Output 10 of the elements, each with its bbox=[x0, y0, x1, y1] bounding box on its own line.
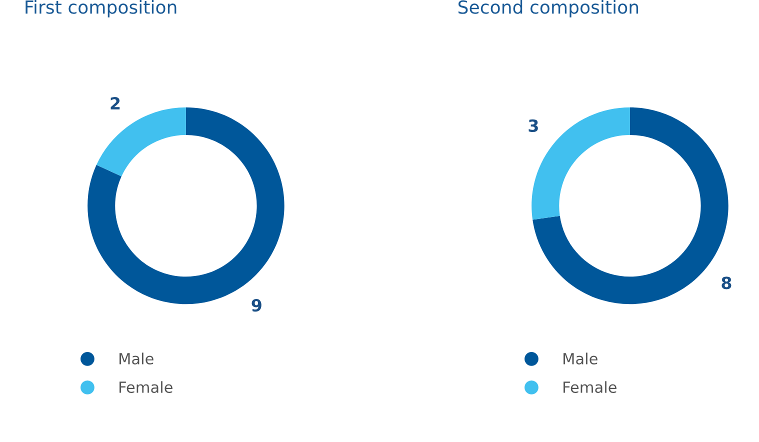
data-label: 2 bbox=[110, 97, 120, 110]
legend-label: Male bbox=[120, 352, 154, 364]
legend-label: Female bbox=[564, 381, 616, 394]
data-label: 8 bbox=[722, 276, 732, 290]
legend-label: Male bbox=[564, 352, 598, 364]
chart-title: First composition bbox=[26, 0, 176, 18]
legend-label: Female bbox=[120, 381, 172, 394]
data-label: 9 bbox=[252, 299, 262, 312]
data-label: 3 bbox=[528, 119, 538, 132]
chart-title: Second composition bbox=[458, 0, 638, 18]
